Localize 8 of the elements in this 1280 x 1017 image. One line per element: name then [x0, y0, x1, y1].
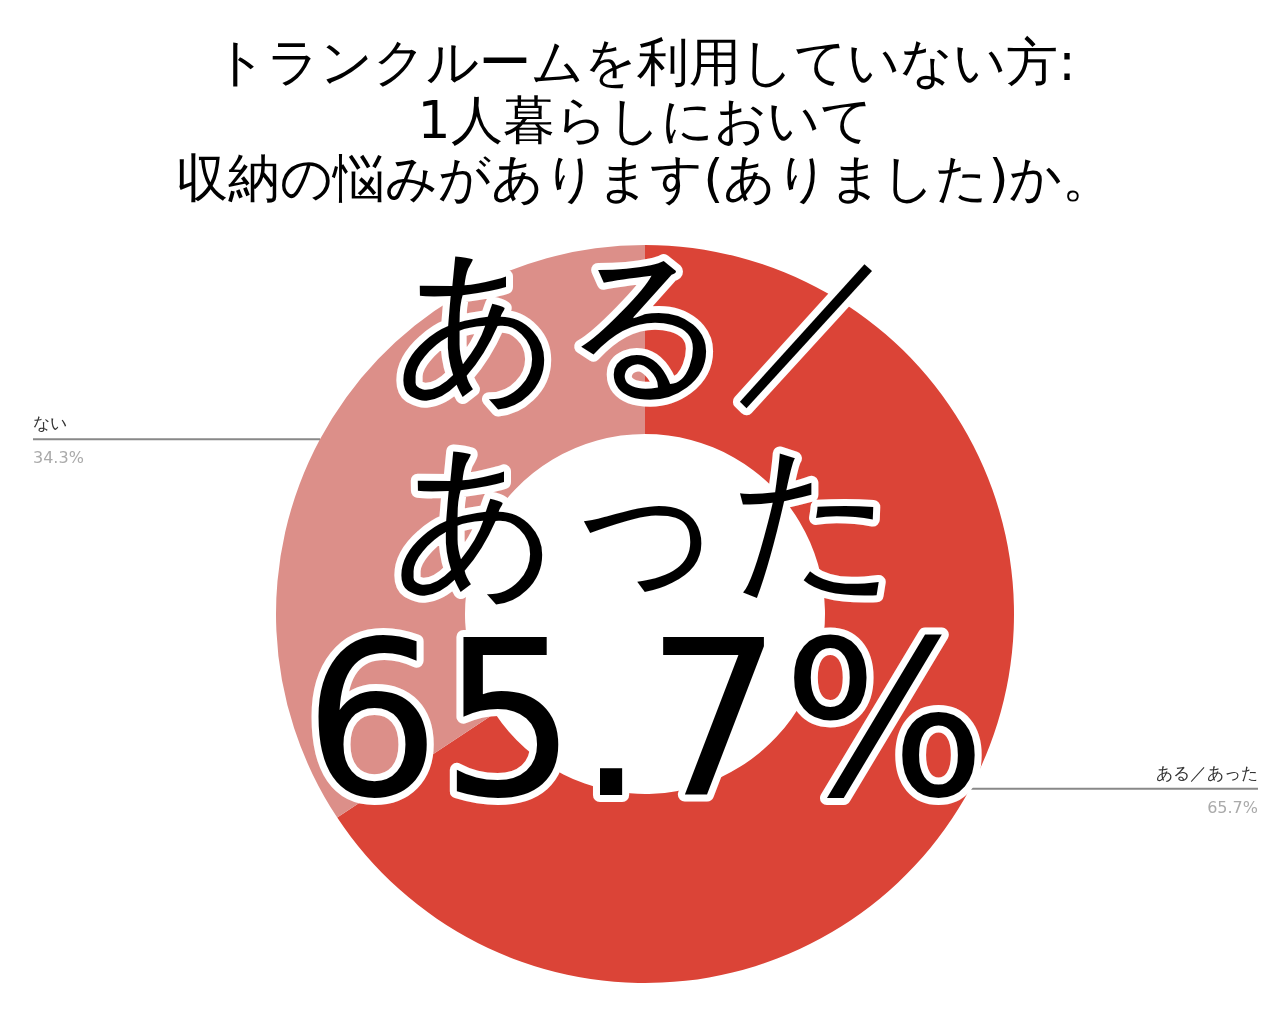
text: 収納の悩みがあります(ありました)か。 [176, 148, 1114, 208]
text: ある／ [393, 227, 897, 419]
chart-title: トランクルームを利用していない方: [214, 32, 1076, 92]
slice-label: ない [33, 413, 67, 434]
data-label: 65.7% [1207, 797, 1258, 817]
data-label: 34.3% [33, 448, 84, 468]
slice-label: ある／あった [1156, 762, 1258, 783]
chart-subtitle: 1人暮らしにおいて [417, 90, 873, 150]
